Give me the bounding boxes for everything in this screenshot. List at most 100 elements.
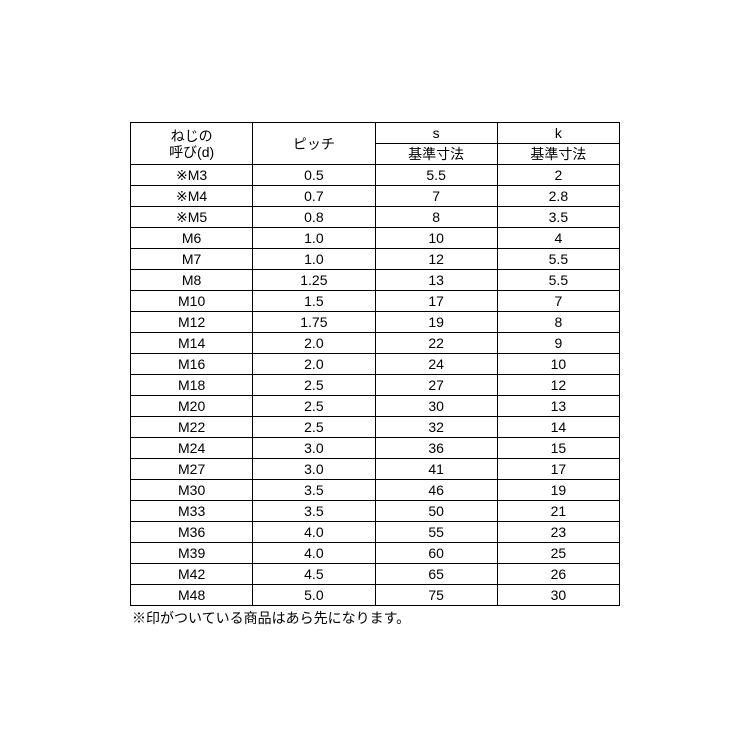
table-row: M424.56526 [131, 564, 620, 585]
table-row: M394.06025 [131, 543, 620, 564]
cell-k: 26 [497, 564, 619, 585]
table-header: ねじの 呼び(d) ピッチ s k 基準寸法 基準寸法 [131, 123, 620, 165]
cell-s: 24 [375, 354, 497, 375]
cell-s: 55 [375, 522, 497, 543]
cell-thread: M12 [131, 312, 253, 333]
cell-thread: M16 [131, 354, 253, 375]
cell-s: 19 [375, 312, 497, 333]
header-thread: ねじの 呼び(d) [131, 123, 253, 165]
cell-s: 12 [375, 249, 497, 270]
table-row: M142.0229 [131, 333, 620, 354]
table-row: M485.07530 [131, 585, 620, 606]
cell-thread: M36 [131, 522, 253, 543]
header-row-1: ねじの 呼び(d) ピッチ s k [131, 123, 620, 144]
header-pitch: ピッチ [253, 123, 375, 165]
cell-s: 27 [375, 375, 497, 396]
footnote-text: ※印がついている商品はあら先になります。 [130, 608, 620, 628]
cell-s: 36 [375, 438, 497, 459]
cell-pitch: 1.25 [253, 270, 375, 291]
cell-k: 7 [497, 291, 619, 312]
cell-s: 10 [375, 228, 497, 249]
cell-k: 14 [497, 417, 619, 438]
table-row: M162.02410 [131, 354, 620, 375]
cell-thread: M33 [131, 501, 253, 522]
cell-pitch: 1.0 [253, 228, 375, 249]
cell-s: 41 [375, 459, 497, 480]
table-row: M273.04117 [131, 459, 620, 480]
cell-k: 12 [497, 375, 619, 396]
cell-k: 8 [497, 312, 619, 333]
table-row: M182.52712 [131, 375, 620, 396]
cell-k: 30 [497, 585, 619, 606]
cell-pitch: 0.7 [253, 186, 375, 207]
cell-thread: M10 [131, 291, 253, 312]
cell-s: 8 [375, 207, 497, 228]
cell-k: 5.5 [497, 270, 619, 291]
cell-s: 32 [375, 417, 497, 438]
cell-k: 9 [497, 333, 619, 354]
cell-pitch: 2.5 [253, 417, 375, 438]
subheader-s: 基準寸法 [375, 144, 497, 165]
header-s: s [375, 123, 497, 144]
cell-pitch: 0.8 [253, 207, 375, 228]
spec-table-container: ねじの 呼び(d) ピッチ s k 基準寸法 基準寸法 ※M30.55.52※M… [130, 122, 620, 606]
table-row: ※M50.883.5 [131, 207, 620, 228]
cell-k: 4 [497, 228, 619, 249]
cell-pitch: 0.5 [253, 165, 375, 186]
table-row: M222.53214 [131, 417, 620, 438]
table-row: M303.54619 [131, 480, 620, 501]
cell-thread: M42 [131, 564, 253, 585]
table-row: ※M40.772.8 [131, 186, 620, 207]
cell-thread: M14 [131, 333, 253, 354]
cell-k: 17 [497, 459, 619, 480]
cell-s: 5.5 [375, 165, 497, 186]
cell-pitch: 1.5 [253, 291, 375, 312]
table-body: ※M30.55.52※M40.772.8※M50.883.5M61.0104M7… [131, 165, 620, 606]
cell-k: 15 [497, 438, 619, 459]
cell-thread: M7 [131, 249, 253, 270]
header-thread-line2: 呼び(d) [169, 144, 214, 160]
cell-thread: M8 [131, 270, 253, 291]
header-thread-line1: ねじの [171, 128, 213, 144]
cell-k: 21 [497, 501, 619, 522]
table-row: M202.53013 [131, 396, 620, 417]
cell-pitch: 5.0 [253, 585, 375, 606]
cell-s: 13 [375, 270, 497, 291]
cell-s: 50 [375, 501, 497, 522]
cell-k: 25 [497, 543, 619, 564]
cell-thread: M30 [131, 480, 253, 501]
spec-table: ねじの 呼び(d) ピッチ s k 基準寸法 基準寸法 ※M30.55.52※M… [130, 122, 620, 606]
table-row: M81.25135.5 [131, 270, 620, 291]
table-row: M243.03615 [131, 438, 620, 459]
cell-k: 13 [497, 396, 619, 417]
cell-k: 2.8 [497, 186, 619, 207]
table-row: M121.75198 [131, 312, 620, 333]
cell-pitch: 2.0 [253, 333, 375, 354]
table-row: M333.55021 [131, 501, 620, 522]
table-row: ※M30.55.52 [131, 165, 620, 186]
cell-pitch: 4.0 [253, 522, 375, 543]
cell-k: 3.5 [497, 207, 619, 228]
cell-pitch: 3.5 [253, 501, 375, 522]
cell-s: 7 [375, 186, 497, 207]
cell-pitch: 3.0 [253, 459, 375, 480]
table-row: M71.0125.5 [131, 249, 620, 270]
cell-s: 30 [375, 396, 497, 417]
cell-pitch: 2.5 [253, 375, 375, 396]
cell-thread: M6 [131, 228, 253, 249]
cell-pitch: 3.0 [253, 438, 375, 459]
cell-thread: M24 [131, 438, 253, 459]
cell-s: 65 [375, 564, 497, 585]
cell-thread: ※M5 [131, 207, 253, 228]
cell-thread: ※M4 [131, 186, 253, 207]
cell-thread: M48 [131, 585, 253, 606]
cell-k: 19 [497, 480, 619, 501]
cell-pitch: 2.5 [253, 396, 375, 417]
cell-thread: M39 [131, 543, 253, 564]
cell-pitch: 2.0 [253, 354, 375, 375]
table-row: M101.5177 [131, 291, 620, 312]
cell-s: 60 [375, 543, 497, 564]
cell-s: 46 [375, 480, 497, 501]
table-row: M364.05523 [131, 522, 620, 543]
cell-pitch: 1.0 [253, 249, 375, 270]
